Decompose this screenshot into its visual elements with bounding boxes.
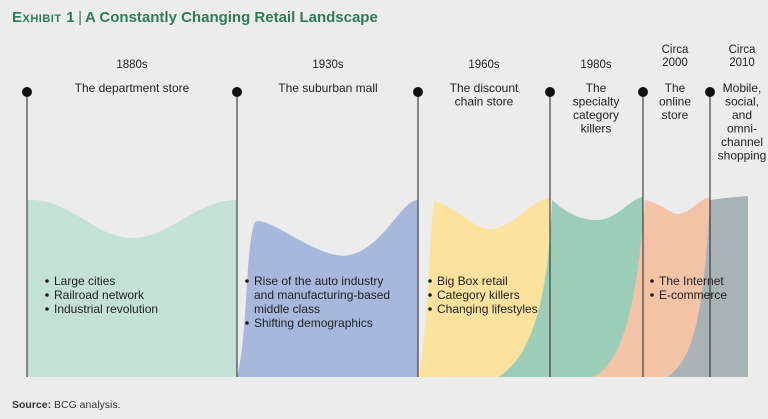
era-date: Circa [729, 44, 756, 56]
era-marker-dot [22, 87, 32, 97]
era-driver-text: and manufacturing-based [254, 288, 390, 302]
era-label: store [662, 108, 689, 122]
era-waves [27, 196, 748, 377]
era-date: 2010 [729, 57, 755, 69]
driver-bullet [650, 279, 654, 283]
exhibit-number: Exhibit 1 [12, 9, 76, 26]
era-label: online [659, 95, 691, 109]
era-label: The [586, 81, 607, 95]
era-wave-specialty-killers [498, 197, 643, 377]
era-wave-discount-chain [418, 198, 550, 377]
era-wave-suburban-mall [237, 200, 418, 377]
era-label: specialty [573, 95, 620, 109]
era-marker-dot [413, 87, 423, 97]
driver-bullet [428, 293, 432, 297]
era-label: The [665, 81, 686, 95]
driver-bullet [45, 307, 49, 311]
era-date: 1960s [468, 59, 500, 71]
driver-bullet [45, 293, 49, 297]
driver-bullet [428, 279, 432, 283]
era-labels: 1880s The department store Large citiesRai… [45, 44, 766, 330]
era-driver-text: The Internet [659, 274, 724, 288]
era-label: social, [725, 95, 759, 109]
driver-bullet [45, 279, 49, 283]
era-wave-department-store [27, 199, 237, 377]
era-label: channel [721, 135, 763, 149]
timeline-lines [22, 87, 715, 377]
driver-bullet [428, 307, 432, 311]
era-label: and [732, 108, 752, 122]
era-driver-text: Big Box retail [437, 274, 508, 288]
era-driver-text: Rise of the auto industry [254, 274, 383, 288]
era-label: killers [581, 122, 612, 136]
era-date: Circa [662, 44, 689, 56]
era-label: shopping [718, 149, 767, 163]
era-driver-text: Changing lifestyles [437, 302, 538, 316]
era-marker-dot [705, 87, 715, 97]
era-label: The department store [75, 81, 190, 95]
driver-bullet [245, 279, 249, 283]
era-driver-text: Shifting demographics [254, 316, 373, 330]
era-date: 2000 [662, 57, 688, 69]
driver-bullet [650, 293, 654, 297]
title-separator: | [78, 9, 82, 26]
era-label: chain store [455, 95, 514, 109]
era-marker-dot [232, 87, 242, 97]
source-text: BCG analysis. [54, 399, 121, 411]
era-driver-text: Large cities [54, 274, 115, 288]
era-label: omni- [727, 122, 757, 136]
era-marker-dot [638, 87, 648, 97]
era-driver-text: Category killers [437, 288, 520, 302]
source-label: Source: [12, 399, 52, 411]
era-date: 1980s [580, 59, 612, 71]
era-driver-text: Industrial revolution [54, 302, 158, 316]
era-driver-text: middle class [254, 302, 320, 316]
exhibit-title: Exhibit 1 | A Constantly Changing Retail L… [12, 9, 378, 26]
era-wave-online-store [593, 197, 710, 377]
era-label: The suburban mall [278, 81, 377, 95]
era-driver-text: E-commerce [659, 288, 727, 302]
source-note: Source: BCG analysis. [12, 399, 121, 411]
chart-title: A Constantly Changing Retail Landscape [84, 9, 378, 26]
era-marker-dot [545, 87, 555, 97]
driver-bullet [245, 321, 249, 325]
era-date: 1930s [312, 59, 344, 71]
era-label: Mobile, [723, 81, 762, 95]
era-label: The discount [450, 81, 519, 95]
era-driver-text: Railroad network [54, 288, 145, 302]
era-wave-omnichannel [668, 196, 748, 377]
era-date: 1880s [116, 59, 148, 71]
era-label: category [573, 108, 619, 122]
